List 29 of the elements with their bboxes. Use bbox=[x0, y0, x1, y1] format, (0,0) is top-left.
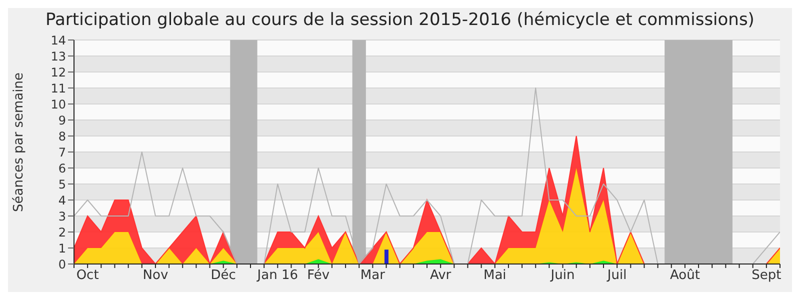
y-tick-label: 3 bbox=[58, 209, 66, 224]
x-tick-label: Avr bbox=[430, 268, 452, 284]
y-tick-label: 1 bbox=[58, 241, 66, 256]
y-tick-label: 4 bbox=[58, 193, 66, 208]
y-tick-label: 0 bbox=[58, 257, 66, 272]
x-tick-label: Nov bbox=[142, 268, 168, 284]
y-tick-label: 8 bbox=[58, 129, 66, 144]
y-tick-label: 5 bbox=[58, 177, 66, 192]
x-tick-label: Sept bbox=[752, 268, 782, 284]
x-tick-label: Août bbox=[670, 268, 700, 284]
y-tick-label: 14 bbox=[50, 33, 66, 48]
y-tick-label: 13 bbox=[50, 49, 66, 64]
x-tick-label: Mai bbox=[483, 268, 506, 284]
y-tick-label: 10 bbox=[50, 97, 66, 112]
y-axis-title: Séances par semaine bbox=[12, 72, 27, 212]
y-tick-label: 11 bbox=[50, 81, 66, 96]
chart-title: Participation globale au cours de la session 2015-2016 (hémicycle et commissions) bbox=[44, 9, 756, 32]
y-tick-label: 9 bbox=[58, 113, 66, 128]
y-tick-label: 7 bbox=[58, 145, 66, 160]
y-tick-label: 6 bbox=[58, 161, 66, 176]
y-tick-label: 2 bbox=[58, 225, 66, 240]
x-tick-label: Oct bbox=[76, 268, 99, 284]
x-tick-label: Juin bbox=[550, 268, 575, 284]
x-tick-label: Déc bbox=[210, 268, 236, 284]
y-tick-label: 12 bbox=[50, 65, 66, 80]
x-tick-label: Fév bbox=[307, 268, 330, 284]
x-tick-label: Mar bbox=[360, 268, 386, 284]
x-tick-label: Juil bbox=[606, 268, 627, 284]
x-tick-label: Jan 16 bbox=[256, 268, 298, 284]
